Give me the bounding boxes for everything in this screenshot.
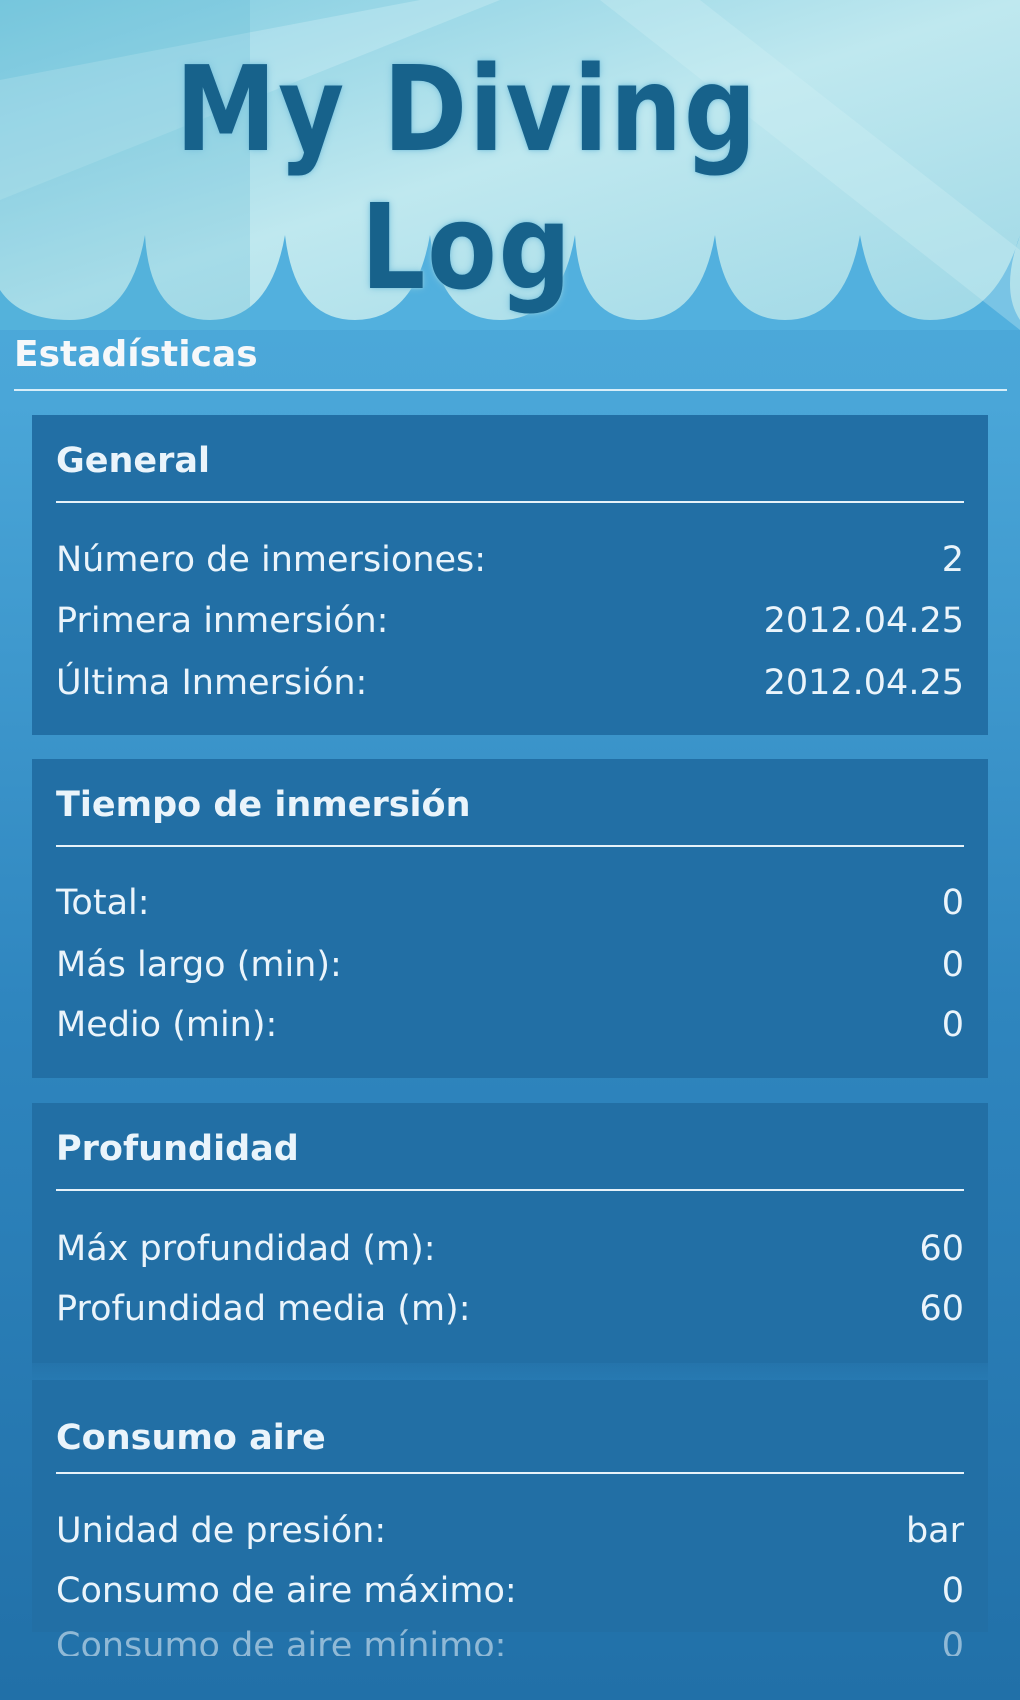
stat-label: Medio (min): bbox=[56, 1005, 278, 1045]
scroll-fade bbox=[32, 1362, 988, 1382]
app-logo: My Diving Log bbox=[175, 40, 759, 316]
header-banner-background bbox=[0, 0, 1020, 330]
stat-row: Máx profundidad (m): 60 bbox=[56, 1224, 964, 1274]
stat-label: Consumo de aire máximo: bbox=[56, 1571, 517, 1611]
stat-value: 0 bbox=[941, 1571, 964, 1611]
card-heading: Profundidad bbox=[56, 1129, 299, 1169]
stat-label: Máx profundidad (m): bbox=[56, 1229, 436, 1269]
stat-value: 0 bbox=[941, 883, 964, 923]
card-heading: Tiempo de inmersión bbox=[56, 785, 471, 825]
stats-card-air-consumption: Consumo aire Unidad de presión: bar Consu… bbox=[32, 1380, 988, 1656]
app-header: My Diving Log bbox=[0, 0, 1020, 330]
stat-label: Número de inmersiones: bbox=[56, 540, 487, 580]
title-divider bbox=[14, 389, 1007, 391]
stat-value: 60 bbox=[919, 1229, 964, 1269]
stat-value: 2 bbox=[941, 540, 964, 580]
stat-label: Primera inmersión: bbox=[56, 601, 389, 641]
stat-row: Última Inmersión: 2012.04.25 bbox=[56, 658, 964, 708]
stat-row: Primera inmersión: 2012.04.25 bbox=[56, 596, 964, 646]
card-heading: General bbox=[56, 441, 210, 481]
stat-value: 0 bbox=[941, 1005, 964, 1045]
stat-label: Más largo (min): bbox=[56, 945, 342, 985]
stat-value: bar bbox=[905, 1511, 964, 1551]
stat-row: Consumo de aire máximo: 0 bbox=[56, 1566, 964, 1616]
stats-card-dive-time: Tiempo de inmersión Total: 0 Más largo (m… bbox=[32, 759, 988, 1078]
stat-label: Unidad de presión: bbox=[56, 1511, 387, 1551]
stat-row: Más largo (min): 0 bbox=[56, 940, 964, 990]
stat-value: 2012.04.25 bbox=[763, 663, 964, 703]
heading-divider bbox=[56, 1189, 964, 1191]
page-title: Estadísticas bbox=[14, 334, 258, 375]
heading-divider bbox=[56, 501, 964, 503]
stat-label: Última Inmersión: bbox=[56, 663, 368, 703]
stat-label: Total: bbox=[56, 883, 150, 923]
heading-divider bbox=[56, 1472, 964, 1474]
stat-value: 0 bbox=[941, 945, 964, 985]
stat-value: 60 bbox=[919, 1289, 964, 1329]
stat-label: Profundidad media (m): bbox=[56, 1289, 471, 1329]
stats-card-general: General Número de inmersiones: 2 Primera … bbox=[32, 415, 988, 735]
stat-row: Medio (min): 0 bbox=[56, 1000, 964, 1050]
stat-row: Total: 0 bbox=[56, 878, 964, 928]
stat-row: Unidad de presión: bar bbox=[56, 1506, 964, 1556]
stats-card-depth: Profundidad Máx profundidad (m): 60 Profu… bbox=[32, 1103, 988, 1363]
card-heading: Consumo aire bbox=[56, 1418, 326, 1458]
stat-row: Consumo de aire mínimo: 0 bbox=[56, 1626, 964, 1656]
stat-row: Profundidad media (m): 60 bbox=[56, 1284, 964, 1334]
stat-row: Número de inmersiones: 2 bbox=[56, 535, 964, 585]
stat-value: 0 bbox=[941, 1626, 964, 1656]
heading-divider bbox=[56, 845, 964, 847]
stat-label: Consumo de aire mínimo: bbox=[56, 1626, 507, 1656]
stat-value: 2012.04.25 bbox=[763, 601, 964, 641]
